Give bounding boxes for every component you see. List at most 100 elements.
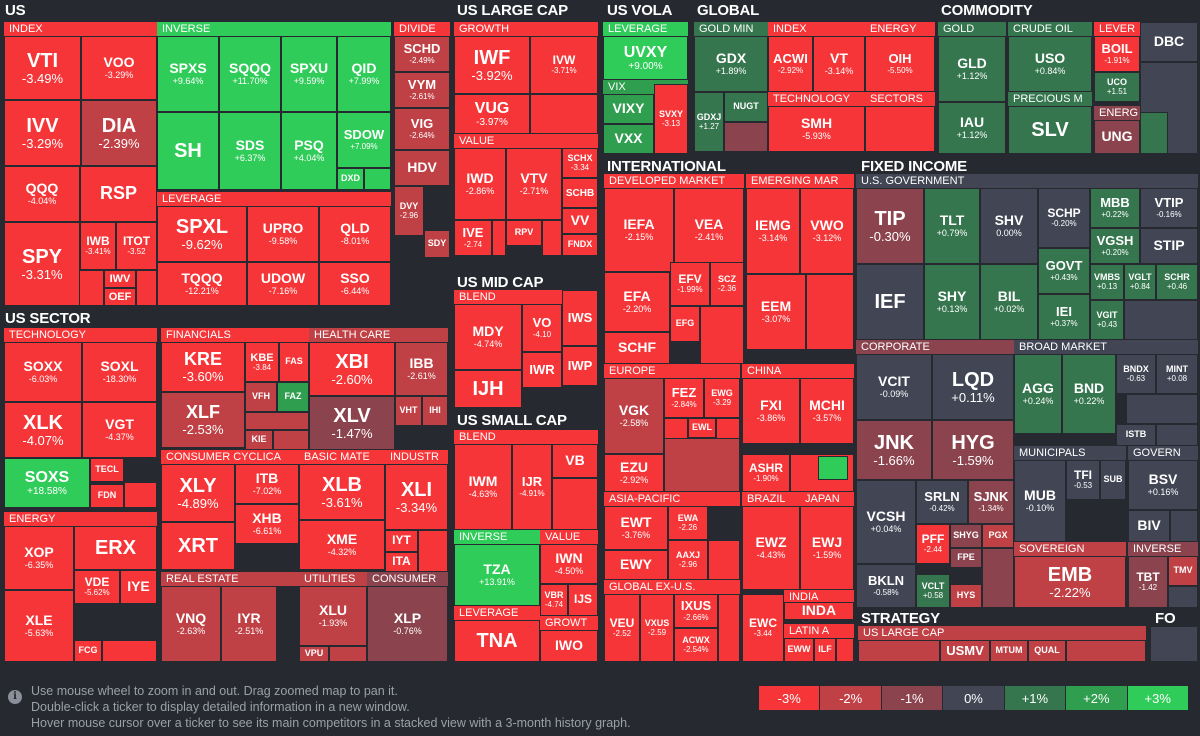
ticker-tile-pgx[interactable]: PGX xyxy=(982,524,1014,548)
ticker-tile-tbt[interactable]: TBT -1.42 xyxy=(1128,556,1168,608)
ticker-tile-vtv[interactable]: VTV -2.71% xyxy=(506,148,562,220)
ticker-tile-agg[interactable]: AGG +0.24% xyxy=(1014,354,1062,434)
ticker-tile-ewl[interactable]: EWL xyxy=(688,418,716,438)
ticker-tile-scz[interactable]: SCZ -2.36 xyxy=(710,262,744,306)
ticker-tile-udow[interactable]: UDOW -7.16% xyxy=(247,262,319,306)
ticker-tile-xlf[interactable]: XLF -2.53% xyxy=(161,392,245,448)
ticker-tile-vclt[interactable]: VCLT +0.58 xyxy=(916,574,950,608)
ticker-tile-srln[interactable]: SRLN -0.42% xyxy=(916,480,968,524)
ticker-tile-sub[interactable]: SUB xyxy=(1100,460,1126,500)
ticker-tile-boil[interactable]: BOIL -1.91% xyxy=(1094,36,1140,72)
ticker-tile-tfi[interactable]: TFI -0.53 xyxy=(1066,460,1100,500)
ticker-tile-vht[interactable]: VHT xyxy=(395,396,422,426)
ticker-tile-ewt[interactable]: EWT -3.76% xyxy=(604,506,668,550)
ticker-tile-vfh[interactable]: VFH xyxy=(245,382,277,412)
ticker-tile-shv[interactable]: SHV 0.00% xyxy=(980,188,1038,264)
ticker-tile-eem[interactable]: EEM -3.07% xyxy=(746,274,806,350)
ticker-tile-qqq[interactable]: QQQ -4.04% xyxy=(4,166,80,222)
ticker-tile-eww[interactable]: EWW xyxy=(784,638,814,662)
ticker-tile-qld[interactable]: QLD -8.01% xyxy=(319,206,391,262)
ticker-tile-xlb[interactable]: XLB -3.61% xyxy=(299,464,385,520)
ticker-tile-svxy[interactable]: SVXY -3.13 xyxy=(654,84,688,154)
ticker-tile-slv[interactable]: SLV xyxy=(1008,106,1092,154)
ticker-tile-ilf[interactable]: ILF xyxy=(814,638,836,662)
ticker-tile-schd[interactable]: SCHD -2.49% xyxy=(394,36,450,72)
ticker-tile-ewy[interactable]: EWY xyxy=(604,550,668,580)
ticker-tile-erx[interactable]: ERX xyxy=(74,526,157,570)
ticker-tile-govt[interactable]: GOVT +0.43% xyxy=(1038,248,1090,294)
ticker-tile-smh[interactable]: SMH -5.93% xyxy=(768,106,865,152)
ticker-tile-vti[interactable]: VTI -3.49% xyxy=(4,36,81,100)
ticker-tile-upro[interactable]: UPRO -9.58% xyxy=(247,206,319,262)
ticker-tile-iwf[interactable]: IWF -3.92% xyxy=(454,36,530,94)
ticker-tile-oef[interactable]: OEF xyxy=(104,288,136,306)
ticker-tile-uvxy[interactable]: UVXY +9.00% xyxy=(603,36,688,80)
ticker-tile-shyg[interactable]: SHYG xyxy=(950,524,982,548)
ticker-tile-ewc[interactable]: EWC -3.44 xyxy=(742,594,784,662)
ticker-tile-rpv[interactable]: RPV xyxy=(506,220,542,246)
ticker-tile-iemg[interactable]: IEMG -3.14% xyxy=(746,188,800,274)
ticker-tile-pff[interactable]: PFF -2.44 xyxy=(916,524,950,564)
ticker-tile-vmbs[interactable]: VMBS +0.13 xyxy=(1090,264,1124,300)
ticker-tile-bnd[interactable]: BND +0.22% xyxy=(1062,354,1116,434)
ticker-tile-emb[interactable]: EMB -2.22% xyxy=(1014,556,1126,608)
ticker-tile-bkln[interactable]: BKLN -0.58% xyxy=(856,564,916,608)
ticker-tile-xop[interactable]: XOP -6.35% xyxy=(4,526,74,590)
ticker-tile-acwi[interactable]: ACWI -2.92% xyxy=(768,36,813,92)
ticker-tile-vv[interactable]: VV xyxy=(562,208,598,234)
ticker-tile-iefa[interactable]: IEFA -2.15% xyxy=(604,188,674,272)
ticker-tile-fas[interactable]: FAS xyxy=(279,342,309,382)
ticker-tile-ihi[interactable]: IHI xyxy=(422,396,448,426)
ticker-tile-fdn[interactable]: FDN xyxy=(90,484,124,508)
ticker-tile-vcit[interactable]: VCIT -0.09% xyxy=(856,354,932,420)
ticker-tile-ewg[interactable]: EWG -3.29 xyxy=(704,378,740,418)
ticker-tile-vgit[interactable]: VGIT +0.43 xyxy=(1090,300,1124,340)
ticker-tile-hys[interactable]: HYS xyxy=(950,584,982,608)
ticker-tile-xhb[interactable]: XHB -6.61% xyxy=(235,504,299,544)
ticker-tile-itb[interactable]: ITB -7.02% xyxy=(235,464,299,504)
ticker-tile-vbr[interactable]: VBR -4.74 xyxy=(540,584,568,616)
ticker-tile-fpe[interactable]: FPE xyxy=(950,548,982,568)
ticker-tile-veu[interactable]: VEU -2.52 xyxy=(604,594,640,662)
ticker-tile-schr[interactable]: SCHR +0.46 xyxy=(1156,264,1198,300)
etf-heatmap[interactable]: US US SECTOR US LARGE CAP US VOLA GLOBAL COMM… xyxy=(0,0,1200,668)
ticker-tile-gdxj[interactable]: GDXJ +1.27 xyxy=(694,92,724,152)
ticker-tile-hyg[interactable]: HYG -1.59% xyxy=(932,420,1014,480)
ticker-tile-schp[interactable]: SCHP -0.20% xyxy=(1038,188,1090,248)
ticker-tile-iwp[interactable]: IWP xyxy=(562,346,598,386)
ticker-tile-ung[interactable]: UNG xyxy=(1094,120,1140,154)
ticker-tile-psq[interactable]: PSQ +4.04% xyxy=(281,112,337,190)
ticker-tile-fndx[interactable]: FNDX xyxy=(562,234,598,256)
ticker-tile-vt[interactable]: VT -3.14% xyxy=(813,36,865,92)
ticker-tile-shy[interactable]: SHY +0.13% xyxy=(924,264,980,340)
ticker-tile-kie[interactable]: KIE xyxy=(245,430,273,450)
ticker-tile-iws[interactable]: IWS xyxy=(562,290,598,346)
ticker-tile-sds[interactable]: SDS +6.37% xyxy=(219,112,281,190)
ticker-tile-vgt[interactable]: VGT -4.37% xyxy=(82,402,157,458)
ticker-tile-sso[interactable]: SSO -6.44% xyxy=(319,262,391,306)
ticker-tile-bil[interactable]: BIL +0.02% xyxy=(980,264,1038,340)
ticker-tile-sjnk[interactable]: SJNK -1.34% xyxy=(968,480,1014,524)
ticker-tile-ita[interactable]: ITA xyxy=(385,552,418,572)
ticker-tile-vym[interactable]: VYM -2.61% xyxy=(394,72,450,108)
ticker-tile-aaxj[interactable]: AAXJ -2.96 xyxy=(668,540,708,580)
ticker-tile-soxx[interactable]: SOXX -6.03% xyxy=(4,342,82,402)
ticker-tile-spxs[interactable]: SPXS +9.64% xyxy=(157,36,219,112)
ticker-tile-iwv[interactable]: IWV xyxy=(104,270,136,288)
ticker-tile-ive[interactable]: IVE -2.74 xyxy=(454,220,492,256)
ticker-tile-xrt[interactable]: XRT xyxy=(161,522,235,570)
ticker-tile-efg[interactable]: EFG xyxy=(670,306,700,342)
ticker-tile-soxs[interactable]: SOXS +18.58% xyxy=(4,458,90,508)
ticker-tile-dvy[interactable]: DVY -2.96 xyxy=(394,186,424,236)
ticker-tile-ief[interactable]: IEF xyxy=(856,264,924,340)
ticker-tile-ijr[interactable]: IJR -4.91% xyxy=(512,444,552,530)
ticker-tile-vea[interactable]: VEA -2.41% xyxy=(674,188,744,272)
ticker-tile-voo[interactable]: VOO -3.29% xyxy=(81,36,157,100)
ticker-tile-vug[interactable]: VUG -3.97% xyxy=(454,94,530,134)
ticker-tile-ewj[interactable]: EWJ -1.59% xyxy=(800,506,854,590)
ticker-tile-iwo[interactable]: IWO xyxy=(540,630,598,662)
ticker-tile-ixus[interactable]: IXUS -2.66% xyxy=(674,594,718,628)
ticker-tile-xly[interactable]: XLY -4.89% xyxy=(161,464,235,522)
ticker-tile-iwd[interactable]: IWD -2.86% xyxy=(454,148,506,220)
ticker-tile-ivv[interactable]: IVV -3.29% xyxy=(4,100,81,166)
